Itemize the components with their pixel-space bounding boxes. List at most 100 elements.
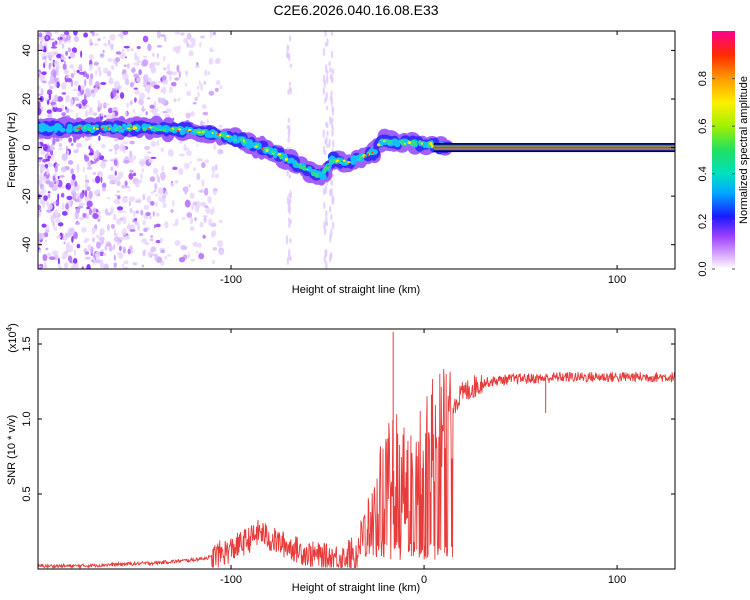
spectrogram-noise-blob bbox=[211, 173, 214, 179]
spectrogram-noise-blob bbox=[203, 216, 207, 224]
spectrogram-noise-stripe bbox=[326, 123, 329, 129]
spectrogram-noise-blob bbox=[65, 50, 69, 56]
spectrogram-noise-blob bbox=[147, 77, 152, 83]
spectrogram-noise-blob bbox=[48, 62, 52, 67]
spectrogram-noise-blob bbox=[86, 200, 93, 208]
spectrogram-ridge-blob bbox=[126, 127, 131, 130]
spectrogram-y-tick-label: -20 bbox=[21, 188, 33, 204]
spectrogram-ridge-blob bbox=[270, 150, 274, 153]
spectrogram-ridge-blob bbox=[254, 145, 258, 148]
spectrogram-noise-blob bbox=[141, 59, 149, 67]
snr-x-tick-label: -100 bbox=[220, 574, 242, 586]
spectrogram-noise-stripe bbox=[326, 130, 329, 137]
spectrogram-noise-blob bbox=[123, 45, 130, 49]
spectrogram-noise-blob bbox=[135, 198, 142, 204]
colorbar-tick-label: 0.2 bbox=[697, 214, 709, 229]
spectrogram-ridge-blob bbox=[239, 137, 245, 142]
spectrogram-noise-blob bbox=[93, 87, 99, 93]
spectrogram-noise-blob bbox=[183, 162, 190, 170]
spectrogram-noise-blob bbox=[82, 166, 85, 173]
spectrogram-noise-blob bbox=[140, 172, 143, 180]
spectrogram-noise-blob bbox=[122, 210, 127, 213]
spectrogram-noise-blob bbox=[44, 58, 47, 67]
spectrogram-noise-blob bbox=[94, 259, 101, 264]
spectrogram-noise-blob bbox=[69, 98, 74, 107]
spectrogram-ridge-blob bbox=[94, 124, 99, 128]
spectrogram-noise-blob bbox=[127, 222, 131, 230]
spectrogram-noise-blob bbox=[172, 166, 178, 171]
spectrogram-noise-blob bbox=[127, 248, 131, 255]
spectrogram-noise-blob bbox=[76, 69, 80, 73]
spectrogram-noise-blob bbox=[126, 63, 130, 69]
spectrogram-noise-blob bbox=[111, 43, 114, 50]
spectrogram-noise-blob bbox=[196, 250, 199, 254]
spectrogram-noise-blob bbox=[64, 40, 67, 44]
spectrogram-noise-stripe bbox=[324, 31, 327, 37]
spectrogram-noise-blob bbox=[93, 190, 100, 196]
spectrogram-ridge-blob bbox=[265, 148, 269, 153]
spectrogram-noise-stripe bbox=[286, 169, 289, 177]
spectrogram-ridge-blob bbox=[377, 143, 381, 147]
spectrogram-noise-blob bbox=[122, 73, 129, 81]
spectrogram-noise-blob bbox=[57, 193, 60, 202]
spectrogram-noise-blob bbox=[147, 43, 152, 52]
spectrogram-noise-blob bbox=[132, 109, 136, 113]
spectrogram-noise-blob bbox=[205, 206, 211, 215]
spectrogram-ridge-blob bbox=[59, 127, 66, 133]
spectrogram-ridge-blob bbox=[162, 128, 166, 132]
snr-frame bbox=[37, 328, 676, 570]
spectrogram-noise-stripe bbox=[288, 35, 292, 42]
spectrogram-noise-blob bbox=[55, 137, 60, 142]
spectrogram-noise-blob bbox=[94, 227, 97, 232]
spectrogram-noise-blob bbox=[196, 172, 201, 181]
spectrogram-noise-stripe bbox=[325, 135, 328, 145]
spectrogram-noise-blob bbox=[190, 258, 196, 262]
spectrogram-noise-blob bbox=[41, 71, 47, 76]
spectrogram-ridge-blob bbox=[226, 134, 230, 138]
spectrogram-ridge-blob bbox=[197, 131, 201, 134]
spectrogram-noise-blob bbox=[136, 60, 142, 63]
spectrogram-noise-stripe bbox=[289, 63, 293, 68]
spectrogram-noise-blob bbox=[204, 70, 208, 76]
spectrogram-noise-blob bbox=[204, 159, 209, 164]
spectrogram-noise-blob bbox=[60, 81, 67, 90]
spectrogram-noise-blob bbox=[90, 161, 97, 164]
spectrogram-noise-blob bbox=[178, 256, 186, 263]
spectrogram-noise-blob bbox=[186, 212, 193, 218]
spectrogram-ridge-blob bbox=[302, 167, 308, 171]
spectrogram-noise-blob bbox=[40, 150, 45, 155]
spectrogram-noise-blob bbox=[116, 190, 120, 193]
spectrogram-noise-blob bbox=[102, 253, 107, 257]
spectrogram-noise-blob bbox=[73, 249, 77, 256]
spectrogram-noise-blob bbox=[58, 40, 62, 46]
spectrogram-noise-blob bbox=[155, 239, 161, 244]
spectrogram-noise-stripe bbox=[331, 129, 334, 137]
spectrogram-noise-blob bbox=[84, 110, 89, 118]
spectrogram-noise-blob bbox=[157, 187, 164, 196]
spectrogram-noise-blob bbox=[162, 55, 166, 62]
spectrogram-noise-stripe bbox=[288, 86, 292, 92]
spectrogram-noise-blob bbox=[218, 124, 223, 128]
spectrogram-noise-blob bbox=[128, 157, 134, 164]
spectrogram-noise-blob bbox=[39, 167, 47, 170]
spectrogram-noise-blob bbox=[174, 179, 179, 184]
spectrogram-noise-blob bbox=[122, 145, 126, 154]
spectrogram-noise-blob bbox=[38, 73, 44, 82]
spectrogram-noise-blob bbox=[212, 247, 218, 251]
spectrogram-noise-blob bbox=[152, 210, 155, 217]
spectrogram-noise-blob bbox=[83, 154, 87, 160]
spectrogram-noise-blob bbox=[134, 90, 140, 95]
spectrogram-noise-blob bbox=[184, 199, 191, 208]
tone-line-core bbox=[433, 146, 675, 149]
spectrogram-noise-blob bbox=[92, 112, 98, 116]
spectrogram-noise-blob bbox=[193, 167, 196, 172]
spectrogram-noise-stripe bbox=[322, 145, 326, 155]
spectrogram-noise-blob bbox=[113, 243, 116, 250]
spectrogram-noise-blob bbox=[124, 56, 127, 59]
spectrogram-noise-blob bbox=[210, 230, 215, 238]
spectrogram-noise-blob bbox=[98, 69, 102, 77]
spectrogram-noise-blob bbox=[49, 85, 54, 90]
spectrogram-noise-blob bbox=[108, 148, 113, 152]
spectrogram-noise-blob bbox=[110, 64, 115, 71]
